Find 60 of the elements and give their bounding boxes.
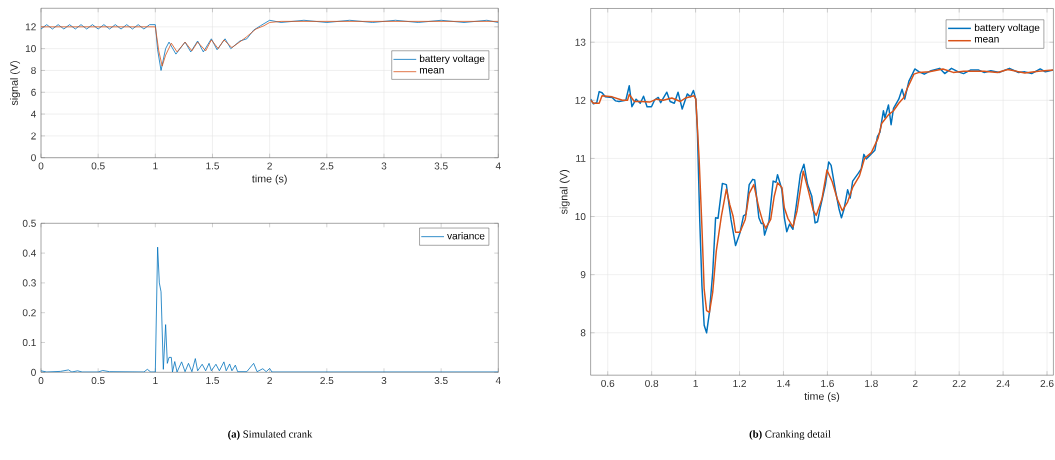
x-tick-label: 2.5 <box>320 162 334 170</box>
x-tick-label: 2 <box>267 162 272 170</box>
legend-label: mean <box>974 37 999 43</box>
y-tick-label: 0 <box>31 368 36 376</box>
x-tick-label: 0.5 <box>91 162 105 170</box>
y-tick-label: 9 <box>580 271 586 279</box>
y-tick-label: 0.5 <box>22 219 36 227</box>
y-tick-label: 11 <box>576 154 586 162</box>
x-axis-title: time (s) <box>252 174 287 185</box>
x-tick-label: 2 <box>912 379 918 387</box>
x-tick-label: 3 <box>381 162 387 170</box>
x-tick-label: 0.8 <box>645 379 659 387</box>
x-tick-label: 0.6 <box>601 379 615 387</box>
x-tick-label: 2.5 <box>320 377 334 385</box>
y-tick-label: 0 <box>31 154 36 162</box>
y-tick-label: 8 <box>580 329 586 337</box>
legend-label: battery voltage <box>974 23 1040 34</box>
x-tick-label: 2 <box>267 377 272 384</box>
x-axis-title: time (s) <box>804 392 840 403</box>
x-tick-label: 1 <box>153 162 158 170</box>
x-tick-label: 1.5 <box>206 377 220 384</box>
legend-label: battery voltage <box>419 54 485 65</box>
x-tick-label: 1.6 <box>821 379 834 387</box>
x-tick-label: 1 <box>693 379 698 387</box>
y-tick-label: 10 <box>25 45 36 53</box>
y-tick-label: 8 <box>31 66 36 74</box>
y-tick-label: 4 <box>30 110 36 118</box>
x-tick-label: 1.5 <box>206 162 220 170</box>
text: (a) Simulated crank <box>228 430 313 440</box>
x-tick-label: 3.5 <box>434 162 448 170</box>
y-tick-label: 12 <box>575 96 586 104</box>
x-tick-label: 3 <box>381 377 387 385</box>
y-axis-title: signal (V) <box>10 61 21 106</box>
text: (b) Cranking detail <box>749 430 831 440</box>
x-tick-label: 2.6 <box>1040 379 1054 387</box>
y-tick-label: 6 <box>31 88 36 96</box>
y-tick-label: 12 <box>25 23 36 31</box>
x-tick-label: 1.8 <box>865 379 878 387</box>
x-tick-label: 0.5 <box>91 377 105 385</box>
x-tick-label: 2.2 <box>952 379 966 387</box>
y-tick-label: 2 <box>31 132 36 140</box>
x-tick-label: 0 <box>38 377 44 385</box>
y-axis-title: signal (V) <box>559 170 570 215</box>
x-tick-label: 1 <box>153 377 158 384</box>
y-tick-label: 0.3 <box>22 279 36 287</box>
x-tick-label: 1.4 <box>777 379 791 387</box>
y-tick-label: 0.1 <box>22 338 36 347</box>
x-tick-label: 3.5 <box>434 377 448 385</box>
legend-label: variance <box>447 232 485 240</box>
y-tick-label: 10 <box>575 213 586 221</box>
line-series <box>41 246 499 373</box>
legend-label: mean <box>419 68 444 74</box>
x-tick-label: 2.4 <box>996 379 1010 387</box>
y-tick-label: 0.4 <box>22 249 36 257</box>
y-tick-label: 0.2 <box>22 309 36 317</box>
x-tick-label: 1.2 <box>733 379 746 387</box>
y-tick-label: 13 <box>575 38 586 46</box>
x-tick-label: 4 <box>495 162 501 170</box>
x-tick-label: 0 <box>38 162 44 170</box>
x-tick-label: 4 <box>495 377 501 384</box>
